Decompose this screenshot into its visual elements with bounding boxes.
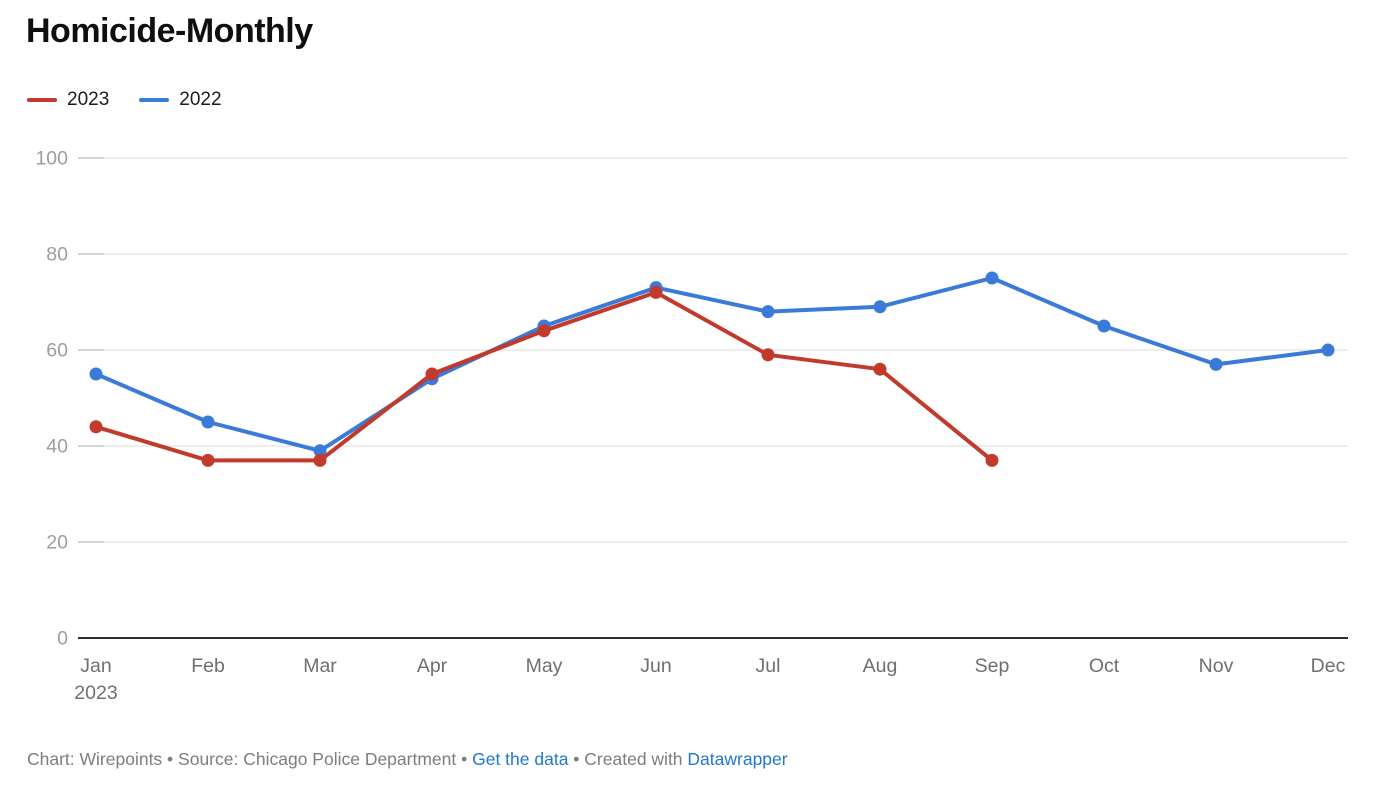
footer-separator: • <box>568 749 585 769</box>
chart-footer: Chart: Wirepoints • Source: Chicago Poli… <box>27 749 788 770</box>
y-tick-label-100: 100 <box>35 148 68 170</box>
x-axis-year-label: 2023 <box>74 682 117 704</box>
data-point-2023-jun <box>649 285 663 299</box>
data-point-2023-jan <box>89 420 103 434</box>
datawrapper-link[interactable]: Datawrapper <box>687 749 788 769</box>
footer-separator: • <box>456 749 473 769</box>
x-tick-label-feb: Feb <box>191 655 225 677</box>
x-tick-label-aug: Aug <box>863 655 898 677</box>
footer-source: Source: Chicago Police Department <box>178 749 457 769</box>
y-tick-label-40: 40 <box>46 436 68 458</box>
x-tick-label-jun: Jun <box>640 655 671 677</box>
legend-item-2022: 2022 <box>139 89 222 111</box>
data-point-2022-jan <box>89 367 103 381</box>
page-title: Homicide-Monthly <box>26 12 313 50</box>
get-the-data-link[interactable]: Get the data <box>472 749 569 769</box>
y-tick-label-20: 20 <box>46 532 68 554</box>
data-point-2022-oct <box>1097 319 1111 333</box>
series-line-2022 <box>94 276 1330 453</box>
data-point-2023-aug <box>873 362 887 376</box>
x-tick-label-jul: Jul <box>756 655 781 677</box>
legend-swatch-2022 <box>139 98 170 102</box>
footer-chart-credit: Chart: Wirepoints <box>27 749 163 769</box>
legend-label-2022: 2022 <box>179 89 222 110</box>
data-point-2022-dec <box>1321 343 1335 357</box>
data-point-2022-nov <box>1209 357 1223 371</box>
data-point-2023-jul <box>761 348 775 362</box>
x-tick-label-apr: Apr <box>417 655 448 677</box>
data-point-2023-apr <box>425 367 439 381</box>
x-tick-label-dec: Dec <box>1311 655 1346 677</box>
legend-item-2023: 2023 <box>27 89 109 111</box>
footer-separator: • <box>162 749 179 769</box>
x-tick-label-jan: Jan <box>80 655 111 677</box>
series-line-2023 <box>94 290 994 463</box>
y-tick-label-0: 0 <box>57 628 68 650</box>
data-point-2023-sep <box>985 453 999 467</box>
x-tick-label-mar: Mar <box>303 655 337 677</box>
data-point-2022-jul <box>761 305 775 319</box>
data-point-2023-feb <box>201 453 215 467</box>
x-tick-label-oct: Oct <box>1089 655 1120 677</box>
data-point-2023-mar <box>313 453 327 467</box>
legend: 2023 2022 <box>27 89 222 111</box>
data-point-2023-may <box>537 324 551 338</box>
data-point-2022-aug <box>873 300 887 314</box>
data-point-2022-sep <box>985 271 999 285</box>
legend-label-2023: 2023 <box>67 89 110 110</box>
x-tick-label-sep: Sep <box>975 655 1010 677</box>
data-point-2022-mar <box>313 444 327 458</box>
data-point-2022-feb <box>201 415 215 429</box>
x-tick-label-nov: Nov <box>1199 655 1234 677</box>
x-tick-label-may: May <box>526 655 563 677</box>
footer-created-with: Created with <box>584 749 688 769</box>
y-tick-label-60: 60 <box>46 340 68 362</box>
y-tick-label-80: 80 <box>46 244 68 266</box>
legend-swatch-2023 <box>27 98 57 102</box>
